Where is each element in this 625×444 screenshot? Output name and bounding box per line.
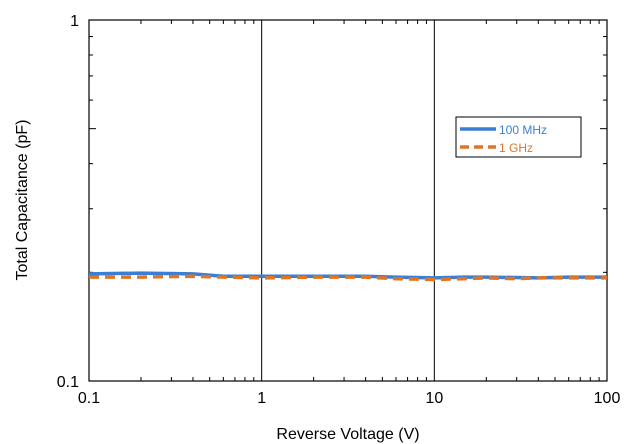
- legend: 100 MHz 1 GHz: [455, 116, 582, 158]
- x-axis-label: Reverse Voltage (V): [276, 426, 419, 443]
- x-tick-label: 1: [257, 390, 266, 407]
- x-tick-label: 0.1: [78, 390, 100, 407]
- x-tick-label: 100: [594, 390, 621, 407]
- series-line-1-ghz: [89, 274, 607, 282]
- y-tick-label: 0.1: [57, 374, 79, 391]
- plot-area: [88, 19, 608, 382]
- legend-label-100mhz: 100 MHz: [499, 123, 547, 137]
- legend-box: [455, 116, 582, 158]
- x-tick-label: 10: [425, 390, 443, 407]
- legend-label-1ghz: 1 GHz: [499, 141, 533, 155]
- y-axis-label: Total Capacitance (pF): [14, 120, 31, 281]
- y-tick-label: 1: [70, 13, 79, 30]
